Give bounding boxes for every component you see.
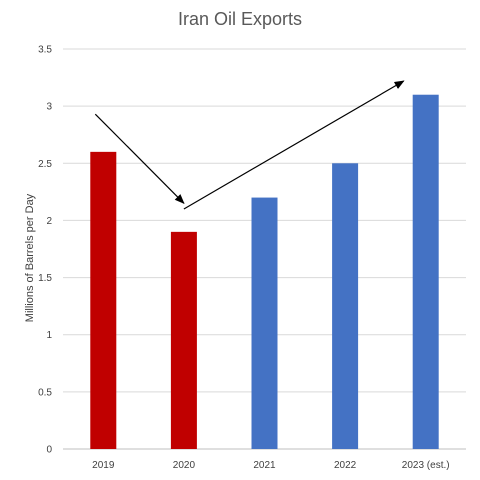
y-tick-label: 2.5 — [38, 159, 52, 170]
x-tick-labels: 2019 2020 2021 2022 2023 (est.) — [92, 460, 449, 471]
x-tick-label: 2019 — [92, 460, 115, 471]
annotations — [94, 80, 405, 210]
bar — [332, 163, 359, 450]
annotation-arrow — [183, 80, 405, 210]
bars — [90, 94, 439, 450]
bar — [251, 197, 278, 449]
x-tick-label: 2020 — [173, 460, 196, 471]
bar — [412, 94, 439, 449]
y-tick-label: 0 — [46, 445, 52, 456]
y-tick-label: 1 — [46, 330, 52, 341]
annotation-arrow — [94, 113, 185, 204]
y-tick-label: 0.5 — [38, 387, 52, 398]
bar — [170, 231, 197, 449]
x-tick-label: 2022 — [334, 460, 357, 471]
bar — [90, 151, 117, 449]
chart-title: Iran Oil Exports — [177, 9, 303, 29]
x-tick-label: 2021 — [253, 460, 276, 471]
y-tick-label: 1.5 — [38, 273, 52, 284]
y-tick-label: 3 — [46, 102, 52, 113]
x-tick-label: 2023 (est.) — [402, 460, 450, 471]
y-tick-label: 3.5 — [38, 45, 52, 56]
y-tick-labels: 0 0.5 1 1.5 2 2.5 3 3.5 — [38, 45, 52, 456]
y-tick-label: 2 — [46, 216, 52, 227]
